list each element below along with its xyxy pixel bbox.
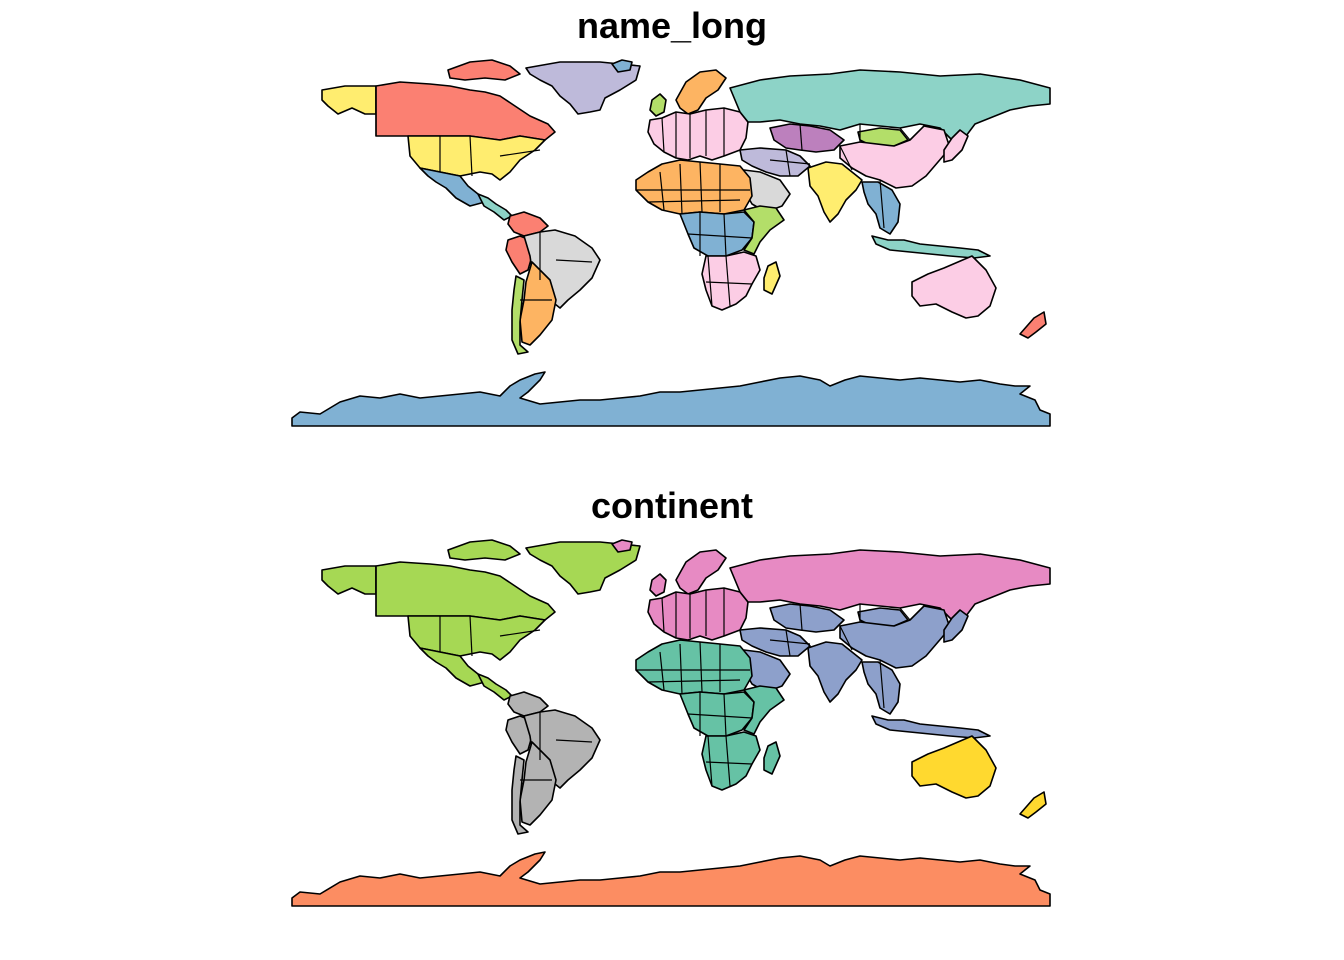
region-india	[807, 161, 863, 223]
region-china	[839, 605, 951, 669]
world-map-continent	[291, 539, 1051, 907]
region-uk	[649, 573, 667, 597]
region-africa-east	[743, 205, 785, 255]
country-border	[699, 641, 703, 693]
country-border	[555, 259, 593, 263]
region-peru	[505, 235, 533, 275]
region-uk	[649, 93, 667, 117]
country-border	[661, 597, 665, 633]
region-peru	[505, 715, 533, 755]
region-africa-north	[635, 639, 753, 695]
region-kazakhstan	[769, 603, 845, 633]
country-border	[469, 135, 473, 177]
region-madagascar	[763, 741, 781, 775]
region-africa-east	[743, 685, 785, 735]
country-border	[799, 123, 803, 151]
country-border	[839, 145, 853, 171]
region-mexico	[419, 647, 486, 687]
region-india	[807, 641, 863, 703]
map-panel-continent: continent	[0, 480, 1344, 960]
region-africa-south	[701, 251, 761, 311]
country-border	[659, 651, 665, 691]
country-border	[687, 713, 753, 719]
country-border	[799, 603, 803, 631]
country-border	[499, 629, 541, 637]
country-border	[679, 163, 683, 215]
region-alaska	[321, 85, 377, 115]
country-border	[687, 233, 753, 239]
region-chile	[511, 275, 529, 355]
country-border	[725, 255, 731, 307]
country-border	[699, 161, 703, 213]
region-china	[839, 125, 951, 189]
region-russia	[729, 69, 1051, 141]
region-kazakhstan	[769, 123, 845, 153]
region-scandinavia	[675, 549, 727, 595]
region-canada-islands	[447, 539, 521, 561]
country-border	[785, 629, 791, 657]
region-japan	[943, 129, 969, 163]
region-chile	[511, 755, 529, 835]
country-border	[705, 281, 753, 285]
region-canada	[375, 561, 556, 621]
country-border	[769, 639, 811, 645]
map-title-name-long: name_long	[576, 5, 768, 46]
region-antarctica	[291, 371, 1051, 427]
region-australia	[911, 735, 997, 799]
region-middle-east	[739, 627, 811, 657]
country-border	[707, 255, 713, 307]
region-canada	[375, 81, 556, 141]
region-scandinavia	[675, 69, 727, 115]
region-new-zealand	[1019, 311, 1047, 339]
region-iceland	[611, 539, 633, 553]
country-border	[707, 735, 713, 787]
map-panel-name-long: name_long	[291, 5, 1051, 427]
region-southeast-asia	[861, 661, 901, 715]
country-border	[661, 117, 665, 153]
region-indonesia	[871, 235, 991, 259]
country-border	[899, 607, 911, 621]
region-indonesia	[871, 715, 991, 739]
country-border	[769, 159, 811, 165]
region-africa-south	[701, 731, 761, 791]
region-argentina	[519, 741, 557, 826]
country-border	[647, 679, 741, 683]
world-map-name-long	[291, 59, 1051, 427]
country-border	[659, 171, 665, 211]
country-border	[879, 179, 885, 229]
country-border	[499, 149, 541, 157]
region-japan	[943, 609, 969, 643]
region-alaska	[321, 565, 377, 595]
region-argentina	[519, 261, 557, 346]
map-title-continent: continent	[591, 485, 753, 526]
region-middle-east	[739, 147, 811, 177]
country-border	[555, 739, 593, 743]
region-canada-islands	[447, 59, 521, 81]
region-antarctica	[291, 851, 1051, 907]
country-border	[469, 615, 473, 657]
region-australia	[911, 255, 997, 319]
country-border	[879, 659, 885, 709]
country-border	[647, 199, 741, 203]
country-border	[705, 761, 753, 765]
region-new-zealand	[1019, 791, 1047, 819]
region-madagascar	[763, 261, 781, 295]
region-central-america	[477, 673, 513, 701]
country-border	[725, 735, 731, 787]
region-central-america	[477, 193, 513, 221]
country-border	[723, 213, 727, 257]
region-mexico	[419, 167, 486, 207]
country-border	[785, 149, 791, 177]
country-border	[723, 693, 727, 737]
region-russia	[729, 549, 1051, 621]
region-southeast-asia	[861, 181, 901, 235]
region-africa-north	[635, 159, 753, 215]
country-border	[839, 625, 853, 651]
country-border	[679, 643, 683, 695]
country-border	[899, 127, 911, 141]
region-iceland	[611, 59, 633, 73]
